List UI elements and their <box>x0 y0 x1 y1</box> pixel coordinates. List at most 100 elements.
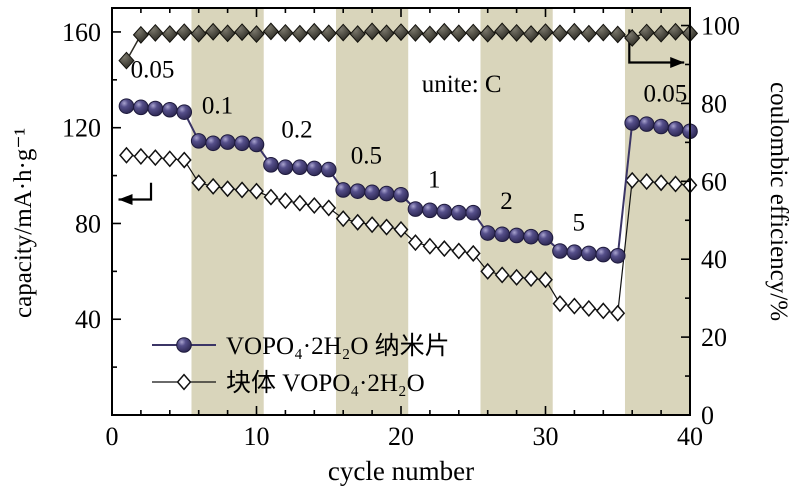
bulk-marker <box>278 192 293 210</box>
bulk-marker <box>639 173 655 191</box>
bulk-line <box>126 154 691 314</box>
efficiency-marker <box>262 22 280 41</box>
efficiency-marker <box>522 25 540 44</box>
bulk-series <box>119 146 698 322</box>
bulk-marker <box>220 180 235 198</box>
rate-label: unite: C <box>422 71 502 98</box>
efficiency-marker <box>291 24 308 43</box>
bulk-marker <box>191 174 207 192</box>
rate-label: 0.05 <box>131 56 175 83</box>
nanosheet-marker <box>205 135 221 152</box>
bulk-marker <box>480 262 496 280</box>
nanosheet-marker <box>364 184 380 201</box>
nanosheet-marker <box>234 135 250 152</box>
bulk-marker <box>465 244 481 262</box>
nanosheet-marker <box>667 121 684 137</box>
nanosheet-marker <box>248 136 265 153</box>
bulk-marker <box>523 269 539 288</box>
nanosheet-marker <box>566 244 583 260</box>
efficiency-marker <box>436 22 453 41</box>
bulk-marker <box>653 174 669 192</box>
efficiency-marker <box>161 25 178 44</box>
shaded-band <box>191 8 264 415</box>
nanosheet-marker <box>118 98 135 114</box>
nanosheet-marker <box>349 183 366 199</box>
bulk-marker <box>451 242 467 260</box>
rate-label: 0.1 <box>202 92 233 119</box>
efficiency-marker <box>624 29 641 47</box>
shaded-band <box>335 8 409 415</box>
bulk-marker <box>408 234 423 252</box>
legend-sphere-icon <box>176 337 192 353</box>
efficiency-marker <box>349 25 366 44</box>
nanosheet-marker <box>479 225 496 241</box>
nanosheet-marker <box>190 133 207 149</box>
nanosheet-marker <box>335 182 352 198</box>
efficiency-marker <box>421 25 438 44</box>
bulk-marker <box>364 216 380 234</box>
nanosheet-marker <box>451 204 467 221</box>
bulk-marker <box>668 175 683 193</box>
efficiency-marker <box>219 24 236 43</box>
nanosheet-series <box>118 98 698 264</box>
bulk-marker <box>133 147 149 165</box>
efficiency-marker <box>450 24 467 43</box>
rate-bands <box>191 8 690 415</box>
efficiency-marker <box>378 24 395 43</box>
x-tick-label: 0 <box>106 422 119 451</box>
efficiency-marker <box>320 24 337 43</box>
left-tick-label: 40 <box>75 305 101 334</box>
bulk-marker <box>234 181 250 199</box>
nanosheet-marker <box>176 104 193 120</box>
arrow-head <box>118 194 133 206</box>
nanosheet-marker <box>552 243 568 259</box>
shaded-band <box>480 8 553 415</box>
bulk-marker <box>552 295 568 313</box>
efficiency-marker <box>667 22 684 41</box>
rate-label: 0.2 <box>281 116 312 143</box>
nanosheet-marker <box>219 134 236 150</box>
nanosheet-marker <box>537 230 554 246</box>
efficiency-marker <box>494 22 511 41</box>
bulk-marker <box>509 268 524 286</box>
efficiency-marker <box>248 25 265 44</box>
nanosheet-marker <box>393 186 409 203</box>
bulk-marker <box>567 297 582 315</box>
efficiency-marker <box>638 23 655 42</box>
legend-label: 块体 VOPO₄·2H₂O <box>226 369 425 397</box>
efficiency-marker <box>205 22 222 41</box>
tick-labels: 0 10 20 30 40 40 80 120 160 0 20 40 60 80 100 <box>62 12 740 451</box>
bulk-marker <box>393 220 409 239</box>
arrow-head <box>670 57 685 69</box>
nanosheet-marker <box>609 247 626 264</box>
efficiency-marker <box>566 22 583 41</box>
efficiency-marker <box>465 23 482 42</box>
efficiency-marker <box>508 23 525 42</box>
bulk-marker <box>581 299 597 318</box>
nanosheet-marker <box>638 116 655 132</box>
efficiency-marker <box>595 23 612 42</box>
efficiency-marker <box>609 25 626 44</box>
bulk-marker <box>205 177 221 195</box>
bulk-marker <box>263 188 279 206</box>
plot-frame <box>111 7 691 416</box>
bulk-marker <box>249 182 264 200</box>
left-tick-label: 80 <box>75 209 101 238</box>
bulk-marker <box>422 237 438 255</box>
bulk-marker <box>379 218 394 236</box>
bulk-marker <box>292 194 308 212</box>
efficiency-marker <box>147 23 164 42</box>
nanosheet-marker <box>407 201 424 217</box>
nanosheet-marker <box>147 100 164 117</box>
nanosheet-marker <box>465 204 482 221</box>
nanosheet-marker <box>133 99 149 116</box>
efficiency-marker <box>118 51 135 70</box>
right-axis-title: coulombic efficiency/% <box>765 82 792 322</box>
bulk-marker <box>306 196 322 215</box>
efficiency-marker <box>132 25 149 44</box>
x-tick-label: 40 <box>677 422 703 451</box>
nanosheet-marker <box>508 227 525 244</box>
bulk-marker <box>610 304 626 322</box>
efficiency-marker <box>233 23 251 42</box>
